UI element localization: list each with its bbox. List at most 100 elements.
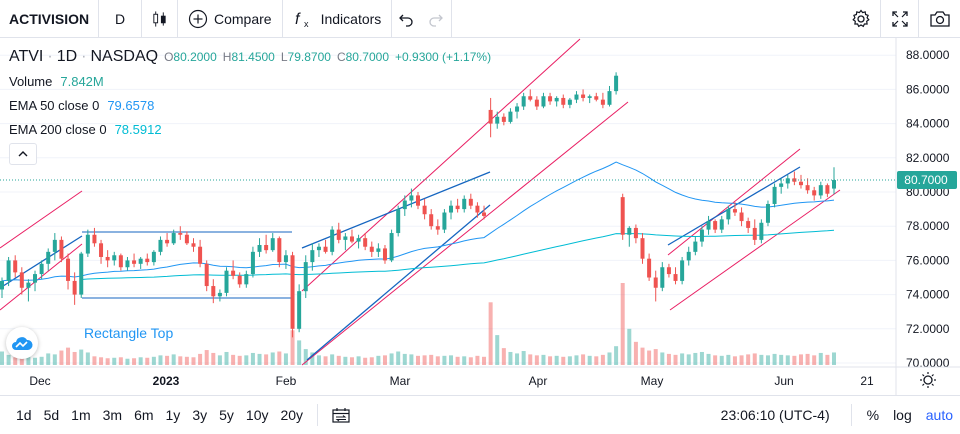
- volume-bar: [686, 354, 691, 365]
- range-button-3y[interactable]: 3y: [192, 406, 208, 423]
- volume-bar: [792, 355, 797, 365]
- range-button-5d[interactable]: 5d: [43, 406, 60, 423]
- legend-collapse-button[interactable]: [9, 143, 37, 165]
- channel-line[interactable]: [669, 189, 841, 311]
- range-button-3m[interactable]: 3m: [102, 406, 123, 423]
- volume-bar: [389, 353, 394, 365]
- candle: [257, 238, 262, 257]
- ema200-legend-row[interactable]: EMA 200 close 0 78.5912: [9, 117, 491, 141]
- auto-toggle[interactable]: auto: [925, 407, 953, 423]
- volume-bar: [191, 357, 196, 365]
- candle: [739, 207, 744, 227]
- ema-50-line: [1, 161, 835, 282]
- undo-icon: [399, 14, 413, 27]
- ema50-legend-row[interactable]: EMA 50 close 0 79.6578: [9, 93, 491, 117]
- channel-line[interactable]: [0, 190, 83, 249]
- change-value: +0.9300 (+1.17%): [395, 50, 492, 64]
- candle: [521, 92, 526, 110]
- timezone-settings-button[interactable]: [920, 372, 936, 388]
- volume-bars: [0, 283, 836, 365]
- volume-bar: [574, 355, 579, 365]
- volume-bar: [455, 356, 460, 365]
- candle: [145, 253, 150, 266]
- channel-line[interactable]: [301, 38, 581, 292]
- volume-bar: [561, 356, 566, 365]
- clock[interactable]: 23:06:10 (UTC-4): [720, 407, 830, 423]
- volume-legend-row[interactable]: Volume 7.842M: [9, 69, 491, 93]
- channel-line[interactable]: [667, 148, 801, 256]
- trend-line[interactable]: [667, 166, 801, 246]
- volume-bar: [330, 354, 335, 365]
- volume-bar: [198, 353, 203, 365]
- volume-bar: [323, 356, 328, 365]
- candle: [184, 231, 189, 246]
- range-button-1d[interactable]: 1d: [16, 406, 32, 423]
- range-button-5y[interactable]: 5y: [219, 406, 234, 423]
- price-axis[interactable]: 88.000086.000084.000082.000080.000078.00…: [906, 48, 950, 370]
- candle: [244, 270, 249, 288]
- trend-line[interactable]: [306, 204, 491, 361]
- volume-bar: [138, 357, 143, 365]
- price-tick-label: 84.0000: [906, 117, 950, 131]
- volume-bar: [52, 354, 57, 365]
- symbol-search-button[interactable]: ACTIVISION: [0, 0, 99, 38]
- volume-bar: [224, 351, 229, 365]
- range-button-20y[interactable]: 20y: [280, 406, 304, 423]
- goto-date-button[interactable]: [326, 407, 356, 423]
- indicators-button[interactable]: f x Indicators: [283, 0, 393, 38]
- candle: [832, 167, 836, 195]
- volume-bar: [554, 355, 559, 365]
- candle: [409, 188, 414, 208]
- candle: [462, 195, 467, 213]
- log-toggle[interactable]: log: [893, 407, 912, 423]
- candle: [435, 219, 440, 235]
- ema50-label: EMA 50 close 0: [9, 97, 100, 113]
- symbol-legend-row[interactable]: ATVI · 1D · NASDAQ O 80.2000 H 81.4500 L 79…: [9, 48, 492, 65]
- interval-button[interactable]: D: [99, 0, 142, 38]
- percent-toggle[interactable]: %: [866, 407, 880, 423]
- sun-rays: [920, 372, 936, 388]
- fullscreen-button[interactable]: [880, 0, 918, 38]
- time-axis[interactable]: Dec 2023 Feb Mar Apr May Jun 21: [29, 374, 874, 388]
- calendar-range-icon: [332, 407, 350, 423]
- candle: [620, 193, 625, 240]
- price-chart[interactable]: Rectangle Top 88.0000 86.0000 84.0000 82.00…: [0, 38, 960, 395]
- channel-line[interactable]: [301, 101, 629, 366]
- volume-bar: [528, 354, 533, 365]
- range-button-6m[interactable]: 6m: [134, 406, 154, 423]
- candle: [587, 94, 592, 104]
- low-label: L: [280, 50, 288, 64]
- chart-area[interactable]: Rectangle Top 88.0000 86.0000 84.0000 82.00…: [0, 38, 960, 395]
- undo-button[interactable]: [392, 0, 420, 38]
- candle: [297, 284, 302, 333]
- volume-bar: [0, 351, 4, 365]
- candle: [706, 215, 711, 235]
- candle: [475, 202, 480, 218]
- volume-bar: [752, 353, 757, 365]
- legend-interval: 1D: [56, 48, 78, 65]
- candle: [198, 239, 203, 268]
- candle: [330, 226, 335, 256]
- tradingview-logo-button[interactable]: [6, 327, 38, 359]
- candle: [382, 245, 387, 264]
- screenshot-button[interactable]: [918, 0, 960, 38]
- rectangle-label[interactable]: Rectangle Top: [84, 325, 173, 341]
- chart-type-button[interactable]: [142, 0, 178, 38]
- volume-bar: [297, 340, 302, 365]
- volume-bar: [79, 349, 84, 365]
- redo-button[interactable]: [420, 0, 453, 38]
- settings-button[interactable]: [842, 0, 880, 38]
- volume-bar: [541, 354, 546, 365]
- range-button-1y[interactable]: 1y: [165, 406, 181, 423]
- candle: [561, 94, 566, 109]
- chevron-up-icon: [18, 151, 28, 157]
- compare-button[interactable]: Compare: [178, 0, 283, 38]
- trend-line[interactable]: [0, 235, 83, 289]
- candle: [290, 251, 295, 338]
- range-button-1m[interactable]: 1m: [71, 406, 91, 423]
- volume-bar: [217, 355, 222, 365]
- range-button-10y[interactable]: 10y: [245, 406, 269, 423]
- volume-bar: [666, 353, 671, 365]
- volume-bar: [779, 354, 784, 365]
- candle: [495, 111, 500, 129]
